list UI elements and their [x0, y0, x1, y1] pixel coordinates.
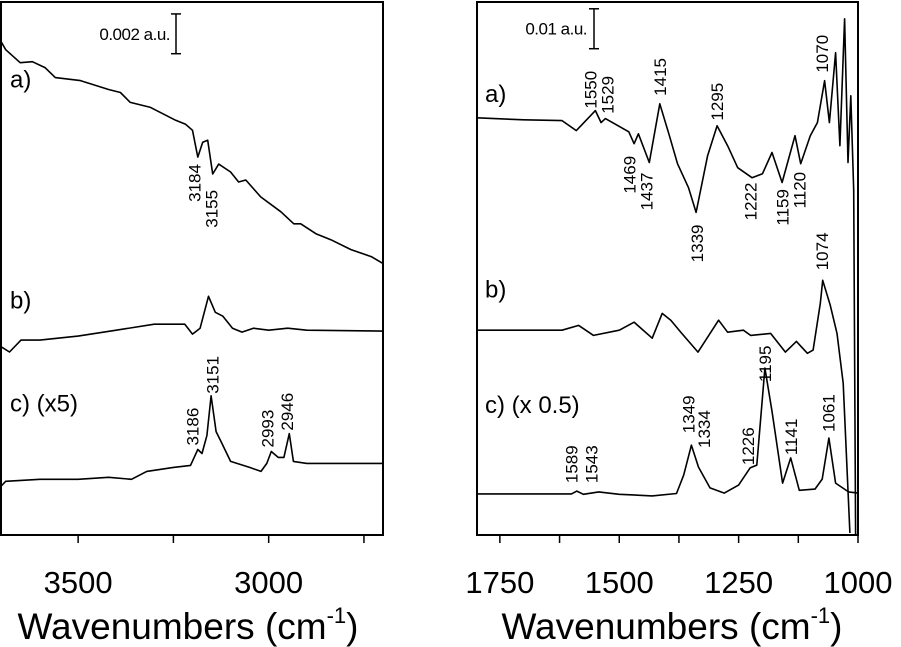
peak-label: 3151	[203, 356, 222, 394]
peak-label: 2946	[278, 393, 297, 431]
spectrum-line-b	[477, 279, 851, 534]
x-axis-title-end: )	[346, 606, 358, 647]
peak-label: 2993	[259, 410, 278, 448]
spectrum-line-b	[1, 295, 382, 353]
peak-label: 1295	[708, 83, 727, 121]
scale-bar-label: 0.01 a.u.	[525, 20, 587, 39]
peak-label: 1070	[813, 35, 832, 73]
peak-label: 3155	[203, 190, 222, 228]
plot-frame	[476, 1, 859, 536]
spectrum-line-c	[1, 394, 382, 488]
peak-label: 1334	[695, 410, 714, 448]
x-axis-title-text: Wavenumbers (cm	[502, 606, 811, 647]
x-axis-title: Wavenumbers (cm-1)	[502, 603, 843, 647]
series-label: c) (x 0.5)	[485, 392, 580, 419]
x-tick-label: 1000	[824, 565, 893, 600]
x-tick-label: 3000	[234, 565, 303, 600]
peak-label: 1222	[742, 183, 761, 221]
peak-label: 1415	[651, 58, 670, 96]
spectrum-line-a	[1, 39, 382, 264]
x-axis-title-superscript: -1	[811, 603, 831, 628]
peak-label: 1339	[688, 224, 707, 262]
x-axis-title-superscript: -1	[327, 603, 347, 628]
peak-label: 1120	[791, 172, 810, 209]
scale-bar: 0.01 a.u.	[525, 8, 599, 50]
scale-bar: 0.002 a.u.	[99, 13, 181, 55]
peak-label: 1349	[679, 395, 698, 433]
scale-bar-label: 0.002 a.u.	[99, 25, 170, 44]
spectrum-line-a	[477, 17, 857, 535]
x-axis-title-text: Wavenumbers (cm	[18, 606, 327, 647]
series-label: a)	[485, 81, 506, 108]
peak-label: 1141	[782, 419, 801, 456]
peak-label: 1061	[819, 394, 838, 432]
x-tick-label: 1250	[704, 565, 773, 600]
plot-frame	[0, 1, 384, 536]
x-tick-label: 3500	[44, 565, 113, 600]
peak-label: 1159	[774, 189, 793, 226]
peak-label: 1469	[621, 156, 640, 194]
peak-label: 1195	[756, 346, 775, 383]
series-label: b)	[10, 287, 31, 314]
spectrum-line-c	[477, 367, 857, 497]
peak-label: 1226	[739, 427, 758, 465]
series-label: c) (x5)	[10, 391, 78, 418]
peak-label: 1529	[598, 76, 617, 114]
peak-label: 1074	[813, 232, 832, 270]
series-label: b)	[485, 276, 506, 303]
x-tick-label: 1750	[465, 565, 534, 600]
peak-label: 1550	[582, 71, 601, 109]
peak-label: 3186	[183, 408, 202, 446]
peak-label: 1437	[637, 173, 656, 211]
peak-label: 3184	[185, 164, 204, 202]
peak-label: 1589	[563, 445, 582, 483]
peak-label: 1543	[583, 445, 602, 483]
x-tick-label: 1500	[585, 565, 654, 600]
x-axis-title: Wavenumbers (cm-1)	[18, 603, 359, 647]
series-label: a)	[10, 67, 31, 94]
x-axis-title-end: )	[830, 606, 842, 647]
